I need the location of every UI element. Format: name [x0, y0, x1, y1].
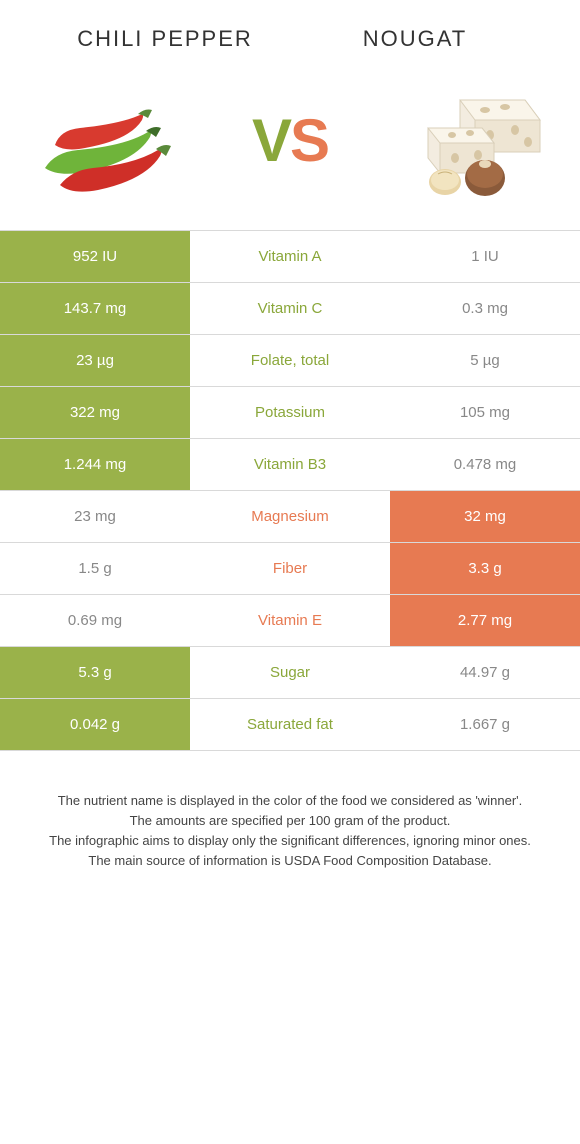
right-amount: 3.3 g	[390, 543, 580, 594]
header-row: Chili pepper Nougat	[0, 0, 580, 62]
footer-line-1: The nutrient name is displayed in the co…	[30, 791, 550, 811]
vs-s: S	[290, 107, 328, 174]
nutrient-label: Magnesium	[190, 491, 390, 542]
left-amount: 23 µg	[0, 335, 190, 386]
right-amount: 0.478 mg	[390, 439, 580, 490]
right-amount: 5 µg	[390, 335, 580, 386]
nutrient-row: 0.69 mgVitamin E2.77 mg	[0, 595, 580, 647]
nutrient-label: Vitamin C	[190, 283, 390, 334]
nutrient-table: 952 IUVitamin A1 IU143.7 mgVitamin C0.3 …	[0, 230, 580, 751]
right-amount: 1 IU	[390, 231, 580, 282]
nutrient-row: 23 µgFolate, total5 µg	[0, 335, 580, 387]
nutrient-label: Potassium	[190, 387, 390, 438]
right-amount: 0.3 mg	[390, 283, 580, 334]
footer-line-2: The amounts are specified per 100 gram o…	[30, 811, 550, 831]
nutrient-label: Sugar	[190, 647, 390, 698]
footer-notes: The nutrient name is displayed in the co…	[0, 751, 580, 902]
left-amount: 23 mg	[0, 491, 190, 542]
hero-row: VS	[0, 62, 580, 230]
left-amount: 5.3 g	[0, 647, 190, 698]
right-amount: 44.97 g	[390, 647, 580, 698]
left-amount: 143.7 mg	[0, 283, 190, 334]
nutrient-row: 1.244 mgVitamin B30.478 mg	[0, 439, 580, 491]
nutrient-row: 0.042 gSaturated fat1.667 g	[0, 699, 580, 751]
nutrient-row: 952 IUVitamin A1 IU	[0, 231, 580, 283]
nutrient-row: 23 mgMagnesium32 mg	[0, 491, 580, 543]
right-amount: 2.77 mg	[390, 595, 580, 646]
nutrient-row: 5.3 gSugar44.97 g	[0, 647, 580, 699]
header-right: Nougat	[290, 26, 540, 52]
nougat-icon	[390, 80, 550, 200]
vs-label: VS	[252, 106, 328, 175]
left-amount: 952 IU	[0, 231, 190, 282]
left-amount: 1.5 g	[0, 543, 190, 594]
nutrient-label: Vitamin E	[190, 595, 390, 646]
nutrient-label: Saturated fat	[190, 699, 390, 750]
right-amount: 32 mg	[390, 491, 580, 542]
footer-line-4: The main source of information is USDA F…	[30, 851, 550, 871]
vs-v: V	[252, 107, 290, 174]
left-amount: 322 mg	[0, 387, 190, 438]
nutrient-row: 143.7 mgVitamin C0.3 mg	[0, 283, 580, 335]
nutrient-row: 322 mgPotassium105 mg	[0, 387, 580, 439]
left-amount: 0.69 mg	[0, 595, 190, 646]
right-amount: 1.667 g	[390, 699, 580, 750]
left-amount: 0.042 g	[0, 699, 190, 750]
footer-line-3: The infographic aims to display only the…	[30, 831, 550, 851]
right-amount: 105 mg	[390, 387, 580, 438]
nutrient-label: Vitamin A	[190, 231, 390, 282]
header-left: Chili pepper	[40, 26, 290, 52]
nutrient-row: 1.5 gFiber3.3 g	[0, 543, 580, 595]
chili-peppers-icon	[30, 80, 190, 200]
nutrient-label: Vitamin B3	[190, 439, 390, 490]
left-amount: 1.244 mg	[0, 439, 190, 490]
nutrient-label: Folate, total	[190, 335, 390, 386]
nutrient-label: Fiber	[190, 543, 390, 594]
